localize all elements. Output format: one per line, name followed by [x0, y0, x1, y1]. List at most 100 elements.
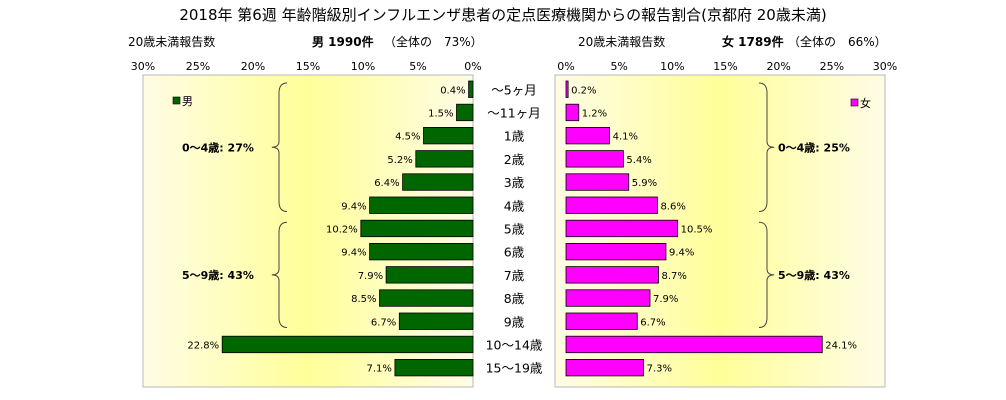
right-tick-label: 20%: [766, 60, 790, 73]
left-tick-label: 25%: [186, 60, 210, 73]
female-bar-value-label: 4.1%: [613, 132, 638, 143]
female-bar-value-label: 8.7%: [662, 271, 687, 282]
age-category-label: 3歳: [504, 175, 525, 190]
male-bar: [468, 80, 474, 98]
female-bar: [565, 219, 679, 238]
age-group-brackets: 0～4歳: 27% 5～9歳: 43% 0～4歳: 25% 5～9歳: 43%: [182, 82, 850, 328]
age-category-label: ～11ヶ月: [487, 105, 540, 120]
male-bar-value-label: 1.5%: [428, 108, 453, 119]
female-bar-value-label: 5.4%: [626, 155, 651, 166]
female-bar: [565, 103, 580, 122]
right-count-label: 20歳未満報告数: [578, 34, 665, 49]
female-bar-value-label: 24.1%: [825, 340, 857, 351]
male-bar: [456, 103, 474, 122]
female-bar-value-label: 7.9%: [653, 294, 678, 305]
right-tick-label: 30%: [873, 60, 897, 73]
male-bar: [360, 219, 474, 238]
right-group-label: 5～9歳: 43%: [778, 268, 850, 282]
age-category-label: 4歳: [504, 198, 525, 213]
left-share: （全体の 73%）: [384, 34, 483, 49]
male-bar-value-label: 7.9%: [358, 271, 383, 282]
age-category-label: 5歳: [504, 221, 525, 236]
male-bar: [369, 196, 474, 214]
female-bar-value-label: 9.4%: [669, 248, 694, 259]
right-group-bracket: [758, 82, 775, 212]
left-tick-label: 0%: [464, 60, 481, 73]
male-bar-value-label: 9.4%: [341, 248, 366, 259]
age-category-label: 9歳: [504, 314, 525, 329]
female-bar: [565, 173, 630, 191]
male-bar: [369, 242, 474, 261]
left-summary: 男 1990件: [312, 34, 374, 49]
left-tick-label: 20%: [241, 60, 265, 73]
male-bar: [221, 335, 474, 354]
male-bar-value-label: 5.2%: [387, 155, 412, 166]
male-bar-value-label: 4.5%: [395, 132, 420, 143]
female-bar: [565, 289, 651, 307]
right-tick-label: 25%: [820, 60, 844, 73]
left-count-label: 20歳未満報告数: [128, 34, 215, 49]
female-bar: [565, 196, 658, 214]
female-bar: [565, 266, 659, 284]
female-bar-value-label: 6.7%: [640, 317, 665, 328]
right-summary: 女 1789件: [722, 34, 784, 49]
right-tick-label: 15%: [713, 60, 737, 73]
female-bar: [565, 80, 569, 98]
female-legend-label: 女: [860, 96, 871, 110]
right-x-axis-ticks: 0% 5% 10% 15% 20% 25% 30%: [557, 60, 897, 73]
age-category-label: 8歳: [504, 291, 525, 306]
male-bar: [398, 312, 474, 330]
male-bar-value-label: 22.8%: [187, 340, 219, 351]
male-bar-value-label: 9.4%: [341, 201, 366, 212]
age-category-label: 6歳: [504, 245, 525, 260]
left-tick-label: 30%: [131, 60, 155, 73]
male-legend-swatch: [172, 96, 181, 105]
female-bar-value-label: 0.2%: [571, 85, 596, 96]
right-share: （全体の 66%）: [788, 34, 887, 49]
right-tick-label: 0%: [557, 60, 574, 73]
male-legend: 男: [172, 95, 193, 108]
age-category-label: 7歳: [504, 268, 525, 283]
male-bar-value-label: 6.7%: [371, 317, 396, 328]
female-bar: [565, 358, 645, 377]
male-bar-value-label: 10.2%: [326, 224, 358, 235]
male-bar: [415, 150, 474, 168]
female-bar: [565, 150, 624, 168]
left-tick-label: 5%: [409, 60, 426, 73]
female-bar: [565, 127, 610, 145]
left-group-label: 0～4歳: 27%: [182, 140, 254, 154]
female-bar: [565, 242, 667, 261]
female-bar: [565, 312, 638, 330]
left-group-label: 5～9歳: 43%: [182, 268, 254, 282]
female-bar-value-label: 1.2%: [582, 108, 607, 119]
age-category-label: 2歳: [504, 152, 525, 167]
right-tick-label: 10%: [660, 60, 684, 73]
female-bar-value-label: 10.5%: [681, 224, 713, 235]
right-group-label: 0～4歳: 25%: [778, 140, 850, 154]
female-bar-value-label: 5.9%: [632, 178, 657, 189]
chart-title: 2018年 第6週 年齢階級別インフルエンザ患者の定点医療機関からの報告割合(京…: [179, 6, 826, 24]
male-bar-value-label: 8.5%: [351, 294, 376, 305]
age-category-label: 15～19歳: [486, 361, 543, 376]
left-group-bracket: [271, 82, 288, 212]
male-bar-value-label: 6.4%: [374, 178, 399, 189]
left-tick-label: 15%: [296, 60, 320, 73]
female-legend-swatch: [850, 98, 859, 107]
male-bar: [423, 127, 474, 145]
male-bar: [402, 173, 474, 191]
male-bar: [394, 358, 474, 377]
female-bar: [565, 335, 823, 354]
age-category-label: 10～14歳: [486, 337, 543, 352]
age-category-label: 1歳: [504, 129, 525, 144]
female-bar-value-label: 8.6%: [660, 201, 685, 212]
male-bar-value-label: 7.1%: [366, 364, 391, 375]
female-bars: 0.2% 1.2% 4.1% 5.4% 5.9% 8.6% 10.5% 9.4% 8.7% 7.9…: [565, 80, 857, 377]
male-bar-value-label: 0.4%: [440, 85, 465, 96]
female-legend: 女: [850, 96, 871, 110]
left-group-bracket: [271, 221, 288, 328]
male-bars: 0.4% 1.5% 4.5% 5.2% 6.4% 9.4% 10.2% 9.4% 7.9% 8.5…: [187, 80, 474, 377]
right-group-bracket: [758, 221, 775, 328]
age-category-labels: ～5ヶ月 ～11ヶ月 1歳 2歳 3歳 4歳 5歳 6歳 7歳 8歳 9歳 10～14歳 15～19歳: [486, 82, 543, 375]
left-x-axis-ticks: 30% 25% 20% 15% 10% 5% 0%: [131, 60, 482, 73]
